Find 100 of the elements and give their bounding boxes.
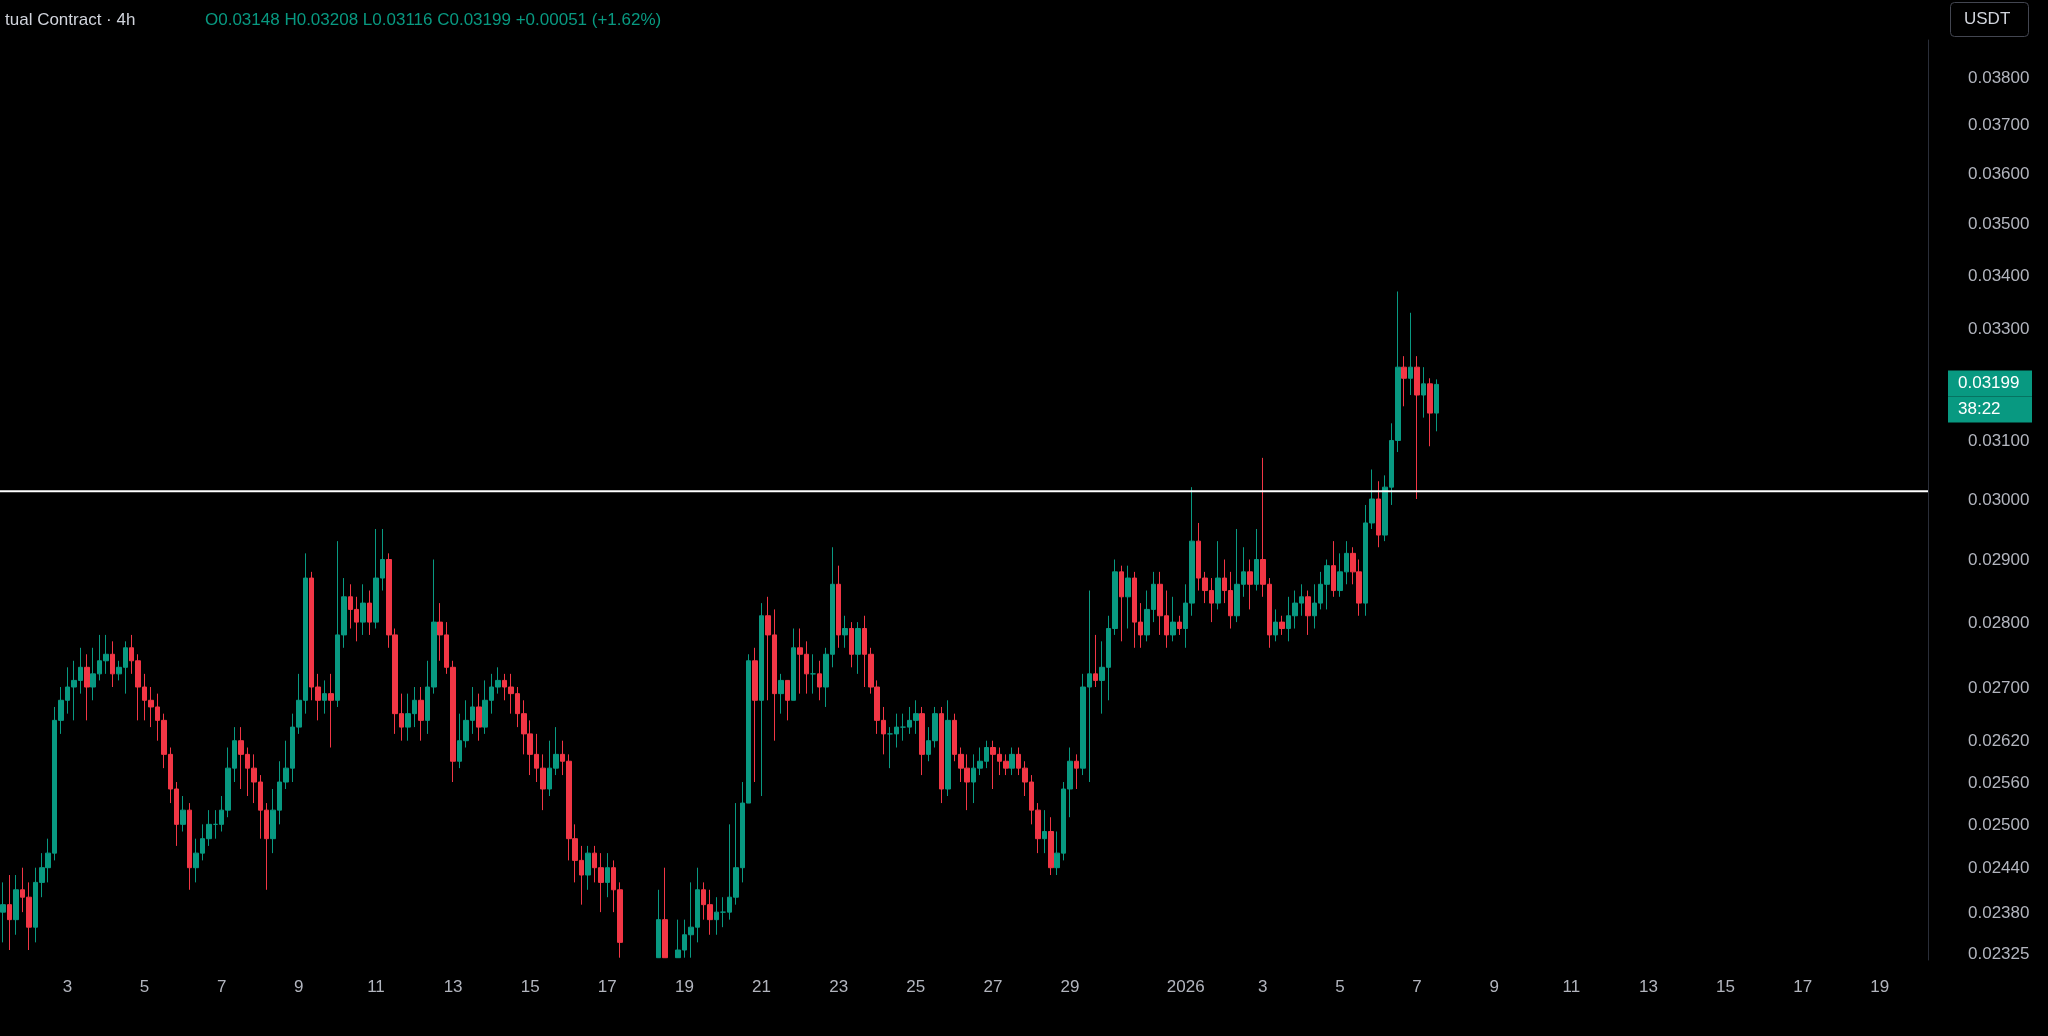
- candlestick: [855, 621, 861, 675]
- y-tick-label: 0.02380: [1968, 902, 2030, 922]
- x-tick-label: 23: [829, 977, 849, 996]
- y-tick-label: 0.03100: [1968, 430, 2030, 450]
- x-tick-label: 27: [983, 977, 1003, 996]
- text: 0.03199: [1958, 373, 2020, 393]
- y-tick-label: 0.03600: [1968, 164, 2030, 184]
- text: 38:22: [1958, 399, 2001, 419]
- candlestick: [778, 673, 784, 715]
- y-tick-label: 0.03800: [1968, 67, 2030, 87]
- x-tick-label: 5: [139, 977, 150, 996]
- x-tick-label: 19: [674, 977, 694, 996]
- candlestick: [1427, 377, 1433, 447]
- candlestick: [1125, 565, 1131, 629]
- candlestick: [759, 602, 764, 797]
- candlestick: [476, 693, 482, 742]
- candlestick: [0, 881, 6, 943]
- y-tick-label: 0.03000: [1968, 489, 2030, 509]
- candlestick: [180, 795, 186, 832]
- candlestick: [1247, 559, 1253, 610]
- x-tick-label: 11: [367, 977, 385, 996]
- candlestick: [7, 874, 12, 951]
- x-tick-label: 21: [752, 977, 772, 996]
- y-tick-label: 0.02800: [1968, 612, 2030, 632]
- x-tick-label: 17: [1793, 977, 1813, 996]
- candlestick: [1042, 809, 1047, 854]
- x-tick-label: 25: [906, 977, 926, 996]
- candlestick: [1401, 355, 1407, 407]
- candlestick: [919, 706, 925, 776]
- candlestick: [836, 565, 841, 649]
- candlestick: [187, 802, 192, 891]
- x-tick-label: 2026: [1166, 977, 1205, 996]
- y-tick-label: 0.02500: [1968, 814, 2030, 834]
- candlestick: [1331, 540, 1336, 598]
- y-tick-label: 0.02440: [1968, 858, 2030, 878]
- candlestick: [360, 583, 366, 636]
- candlestick: [714, 896, 719, 936]
- x-tick-label: 11: [1562, 977, 1581, 996]
- candlestick: [322, 679, 327, 715]
- candlestick: [1408, 312, 1413, 396]
- candlestick: [752, 647, 758, 783]
- candlestick: [110, 640, 115, 688]
- candlestick: [13, 874, 19, 936]
- x-tick-label: 7: [1412, 977, 1422, 996]
- x-tick-label: 5: [1335, 977, 1345, 996]
- candlestick: [585, 845, 591, 891]
- candlestick: [1009, 747, 1015, 776]
- x-tick-label: 7: [216, 977, 227, 996]
- candlestick: [842, 615, 848, 649]
- candlestick: [84, 653, 90, 721]
- y-tick-label: 0.02900: [1968, 550, 2030, 569]
- y-tick-label: 0.02620: [1968, 731, 2030, 751]
- x-tick-label: 15: [1716, 977, 1736, 996]
- x-tick-label: 3: [1258, 977, 1268, 996]
- candlestick: [791, 628, 796, 701]
- candlestick: [785, 679, 790, 721]
- candlestick: [1093, 634, 1098, 688]
- y-tick-label: 0.03300: [1968, 319, 2030, 339]
- candlestick: [1414, 355, 1420, 500]
- candlestick: [656, 889, 661, 959]
- y-tick-label: 0.03500: [1968, 214, 2030, 234]
- candlestick: [1421, 366, 1426, 419]
- x-tick-label: 29: [1060, 977, 1080, 996]
- candlestick: [367, 590, 372, 636]
- candlestick: [1215, 540, 1221, 610]
- y-tick-label: 0.03400: [1968, 266, 2030, 286]
- candlestick: [1273, 608, 1278, 642]
- candlestick: [1074, 753, 1079, 790]
- y-tick-label: 0.02325: [1968, 944, 2030, 964]
- candlestick: [1376, 480, 1381, 548]
- x-tick-label: 9: [1489, 977, 1499, 996]
- candlestick: [328, 673, 334, 749]
- y-tick-label: 0.03700: [1968, 115, 2030, 135]
- x-tick-label: 15: [520, 977, 540, 996]
- chart-title: tual Contract · 4h: [5, 10, 136, 29]
- candlestick: [939, 706, 944, 804]
- candlestick: [1177, 615, 1182, 636]
- candlestick: [1279, 615, 1285, 636]
- candlestick: [849, 621, 854, 668]
- candlestick: [945, 699, 951, 797]
- candlestick: [662, 867, 668, 959]
- candlestick: [810, 653, 816, 695]
- candlestick: [1048, 816, 1054, 876]
- x-tick-label: 3: [62, 977, 73, 996]
- x-tick-label: 13: [1638, 977, 1658, 996]
- chart-subtitle: O0.03148 H0.03208 L0.03116 C0.03199 +0.00051 (+1.62%): [205, 10, 662, 29]
- text: USDT: [1964, 9, 2011, 28]
- candlestick: [1305, 590, 1311, 636]
- candlestick: [1434, 378, 1439, 432]
- candlestick: [1170, 596, 1176, 642]
- x-tick-label: 9: [294, 977, 304, 996]
- y-tick-label: 0.02700: [1968, 677, 2030, 697]
- candlestick: [1254, 528, 1259, 592]
- y-tick-label: 0.02560: [1968, 772, 2030, 792]
- candlestick: [1119, 565, 1124, 642]
- candlestick: [418, 686, 424, 742]
- x-tick-label: 13: [443, 977, 463, 996]
- candlestick: [817, 660, 822, 701]
- candlestick: [605, 852, 610, 898]
- x-tick-label: 17: [597, 977, 617, 996]
